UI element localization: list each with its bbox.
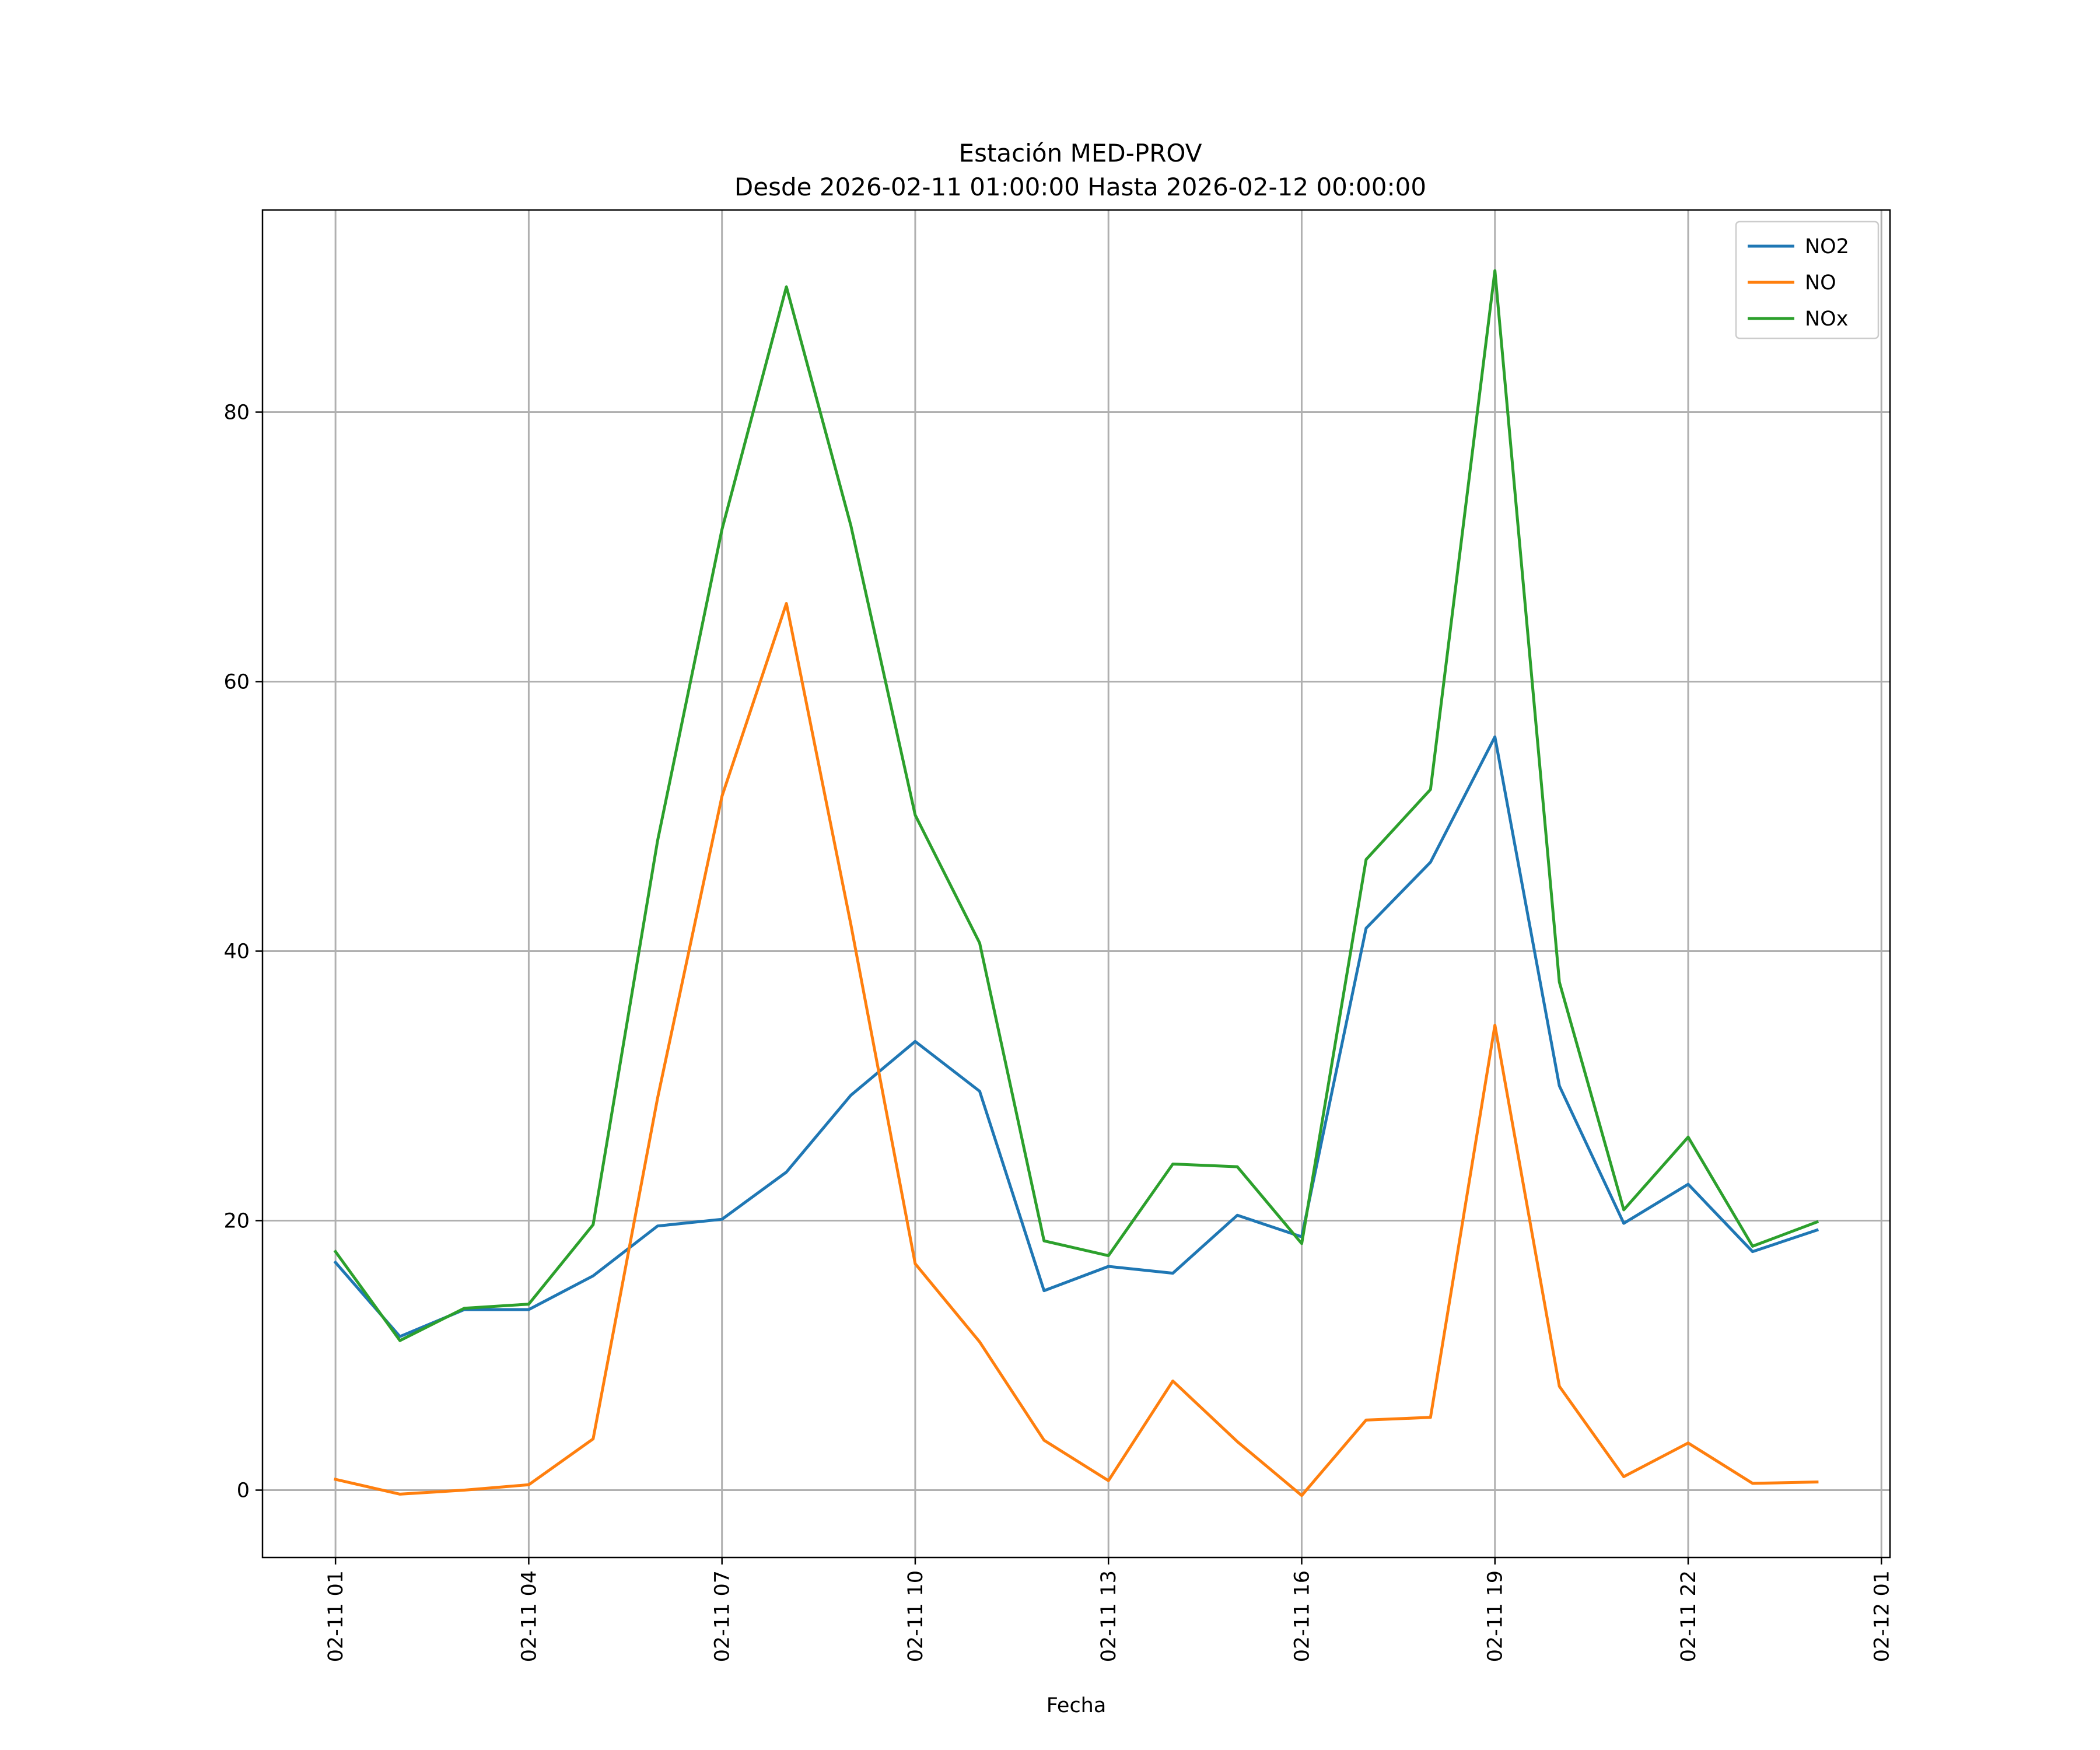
legend-label-no: NO — [1805, 271, 1836, 295]
x-tick-label: 02-11 16 — [1290, 1570, 1314, 1662]
legend-label-no2: NO2 — [1805, 235, 1849, 258]
plot-frame — [261, 209, 1891, 1559]
legend-label-nox: NOx — [1805, 307, 1848, 331]
x-tick-label: 02-11 04 — [517, 1570, 541, 1662]
x-axis-label: Fecha — [1046, 1694, 1107, 1717]
y-tick-label: 0 — [237, 1479, 250, 1503]
series-line-nox — [333, 269, 1819, 1342]
grid — [262, 210, 1890, 1558]
x-tick-label: 02-11 13 — [1097, 1570, 1121, 1662]
y-tick-label: 20 — [223, 1210, 250, 1233]
plot-area — [262, 210, 1890, 1558]
x-tick-label: 02-12 01 — [1870, 1570, 1894, 1662]
legend: NO2 NO NOx — [1735, 220, 1880, 340]
series-line-no2 — [333, 735, 1819, 1338]
x-tick-label: 02-11 07 — [711, 1570, 734, 1662]
series-line-no — [334, 602, 1819, 1497]
y-axis: 0 20 40 60 80 — [223, 401, 262, 1503]
chart-title: Estación MED-PROV — [959, 139, 1202, 167]
x-tick-label: 02-11 10 — [904, 1570, 928, 1662]
y-tick-label: 40 — [223, 940, 250, 964]
x-tick-label: 02-11 01 — [324, 1570, 348, 1662]
y-tick-label: 80 — [223, 401, 250, 425]
y-tick-label: 60 — [223, 671, 250, 694]
x-tick-label: 02-11 19 — [1484, 1570, 1507, 1662]
x-tick-label: 02-11 22 — [1677, 1570, 1700, 1662]
legend-box — [1735, 220, 1880, 340]
series-lines — [333, 269, 1819, 1497]
chart-subtitle: Desde 2026-02-11 01:00:00 Hasta 2026-02-… — [734, 173, 1426, 201]
x-axis: 02-11 01 02-11 04 02-11 07 02-11 10 02-11 13… — [324, 1558, 1894, 1662]
